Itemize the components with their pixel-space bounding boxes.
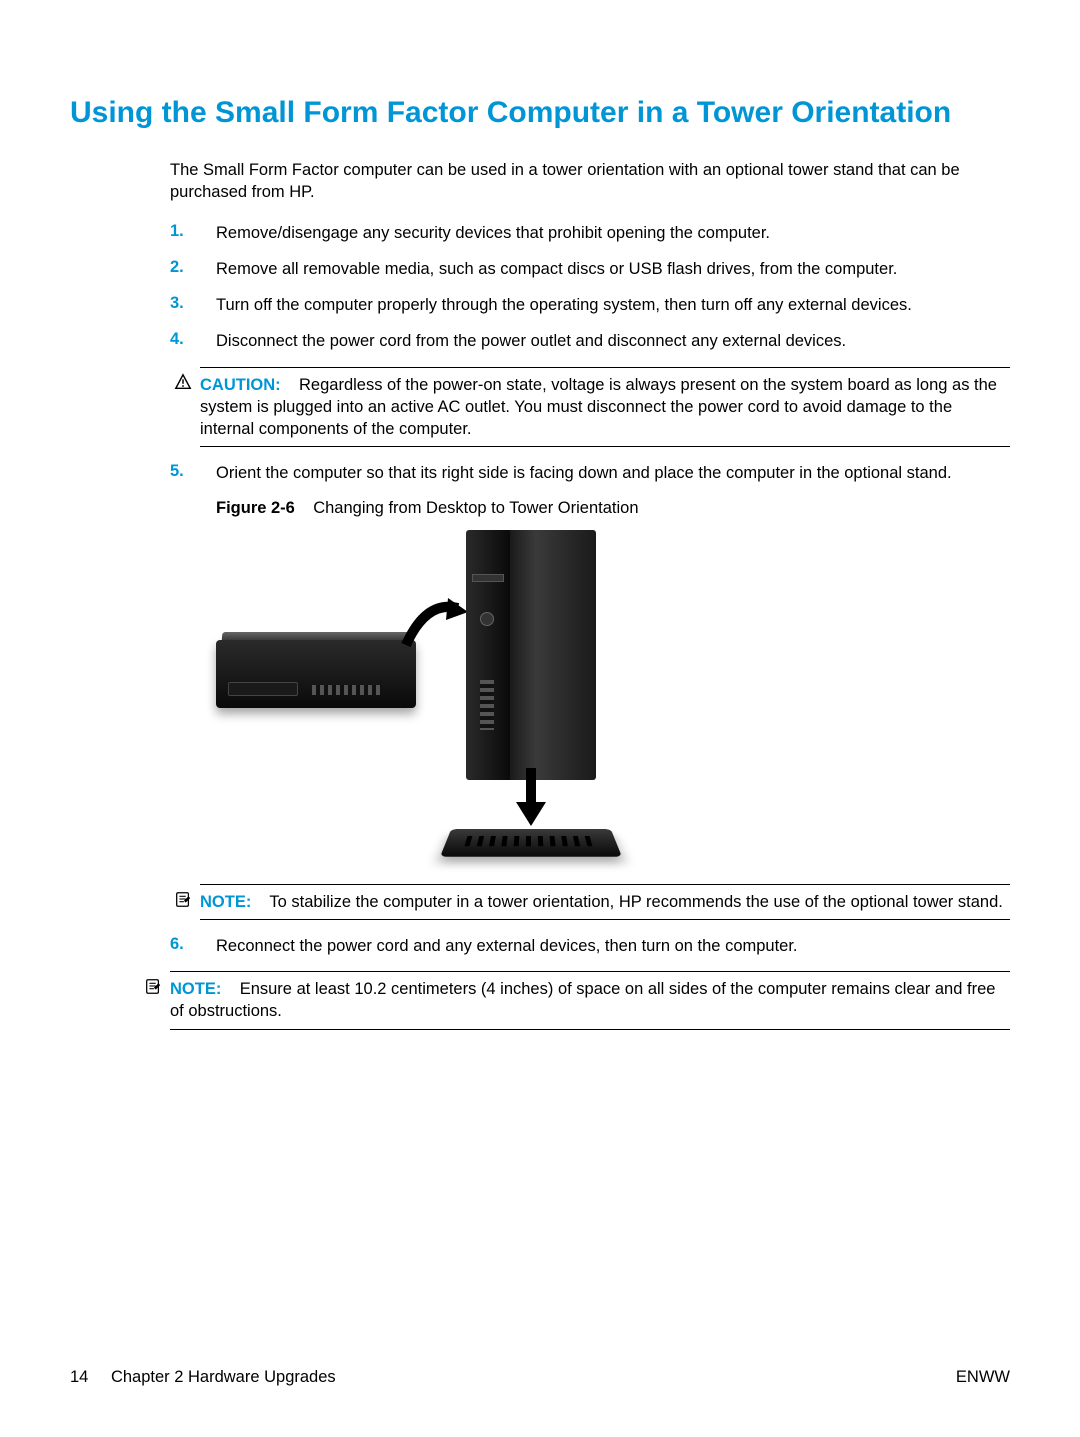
- note-icon: [144, 977, 162, 995]
- footer-left: 14 Chapter 2 Hardware Upgrades: [70, 1368, 336, 1387]
- list-item: 2. Remove all removable media, such as c…: [170, 258, 1010, 280]
- caution-label: CAUTION:: [200, 376, 281, 394]
- page-footer: 14 Chapter 2 Hardware Upgrades ENWW: [70, 1368, 1010, 1387]
- caution-callout: CAUTION: Regardless of the power-on stat…: [200, 367, 1010, 448]
- ordered-list-cont: 5. Orient the computer so that its right…: [170, 462, 1010, 484]
- figure-caption: Figure 2-6 Changing from Desktop to Towe…: [216, 499, 1010, 518]
- note-label: NOTE:: [170, 980, 221, 998]
- figure-label: Figure 2-6: [216, 499, 295, 517]
- chapter-label: Chapter 2 Hardware Upgrades: [111, 1368, 336, 1386]
- list-text: Remove all removable media, such as comp…: [216, 258, 897, 280]
- note-body: NOTE: Ensure at least 10.2 centimeters (…: [170, 980, 995, 1020]
- ordered-list: 1. Remove/disengage any security devices…: [170, 222, 1010, 353]
- ordered-list-cont2: 6. Reconnect the power cord and any exte…: [170, 935, 1010, 957]
- list-number: 3.: [170, 294, 216, 316]
- list-item: 6. Reconnect the power cord and any exte…: [170, 935, 1010, 957]
- list-item: 1. Remove/disengage any security devices…: [170, 222, 1010, 244]
- list-text: Turn off the computer properly through t…: [216, 294, 912, 316]
- list-item: 3. Turn off the computer properly throug…: [170, 294, 1010, 316]
- section-title: Using the Small Form Factor Computer in …: [70, 95, 1010, 131]
- note-body: NOTE: To stabilize the computer in a tow…: [200, 893, 1003, 911]
- note-callout: NOTE: Ensure at least 10.2 centimeters (…: [170, 971, 1010, 1030]
- desktop-computer-graphic: [216, 640, 416, 720]
- list-text: Disconnect the power cord from the power…: [216, 330, 846, 352]
- list-text: Remove/disengage any security devices th…: [216, 222, 770, 244]
- list-text: Orient the computer so that its right si…: [216, 462, 952, 484]
- rotation-arrow-icon: [396, 590, 476, 670]
- note-icon: [174, 890, 192, 908]
- note-text: Ensure at least 10.2 centimeters (4 inch…: [170, 980, 995, 1020]
- tower-stand-graphic: [446, 818, 616, 866]
- figure-illustration: [216, 530, 626, 870]
- caution-body: CAUTION: Regardless of the power-on stat…: [200, 376, 997, 439]
- list-text: Reconnect the power cord and any externa…: [216, 935, 798, 957]
- caution-icon: [174, 373, 192, 391]
- list-number: 5.: [170, 462, 216, 484]
- caution-text: Regardless of the power-on state, voltag…: [200, 376, 997, 439]
- list-item: 4. Disconnect the power cord from the po…: [170, 330, 1010, 352]
- list-number: 6.: [170, 935, 216, 957]
- list-number: 1.: [170, 222, 216, 244]
- note-callout: NOTE: To stabilize the computer in a tow…: [200, 884, 1010, 920]
- note-text: To stabilize the computer in a tower ori…: [269, 893, 1002, 911]
- note-label: NOTE:: [200, 893, 251, 911]
- list-item: 5. Orient the computer so that its right…: [170, 462, 1010, 484]
- page-number: 14: [70, 1368, 88, 1386]
- list-number: 2.: [170, 258, 216, 280]
- tower-computer-graphic: [466, 530, 596, 780]
- intro-paragraph: The Small Form Factor computer can be us…: [170, 159, 1010, 204]
- list-number: 4.: [170, 330, 216, 352]
- footer-right: ENWW: [956, 1368, 1010, 1387]
- figure-caption-text: Changing from Desktop to Tower Orientati…: [313, 499, 638, 517]
